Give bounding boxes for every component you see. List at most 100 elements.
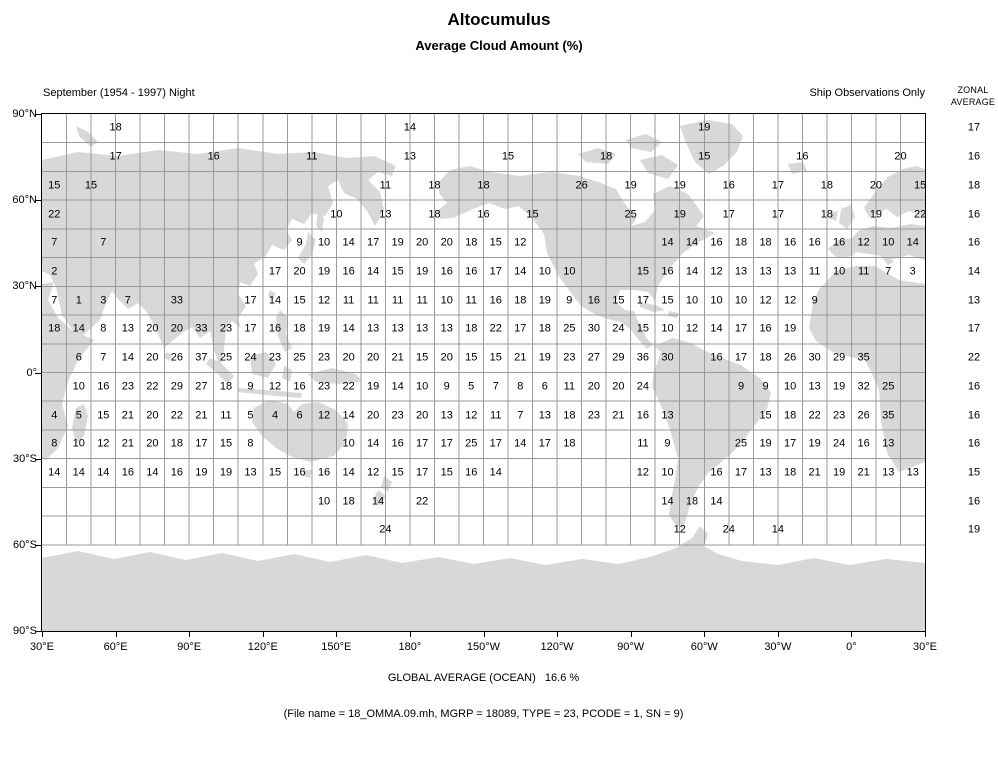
- grid-value: 10: [440, 294, 453, 307]
- zonal-average-value: 16: [967, 150, 981, 163]
- x-axis-tick: [557, 632, 559, 637]
- land-tasmania: [303, 470, 312, 478]
- grid-value: 16: [97, 380, 110, 393]
- grid-value: 15: [759, 409, 772, 422]
- grid-value: 23: [268, 351, 282, 364]
- grid-value: 16: [440, 265, 453, 278]
- grid-value: 13: [121, 322, 134, 335]
- grid-value: 14: [342, 236, 355, 249]
- grid-value: 15: [219, 437, 233, 450]
- grid-value: 11: [563, 380, 576, 393]
- grid-value: 18: [514, 294, 527, 307]
- grid-value: 16: [796, 150, 809, 163]
- y-axis-tick: [35, 458, 41, 460]
- grid-value: 5: [247, 409, 254, 422]
- grid-value: 12: [268, 380, 282, 393]
- x-axis-label: 90°E: [177, 641, 202, 653]
- grid-value: 29: [612, 351, 625, 364]
- grid-value: 16: [759, 322, 772, 335]
- grid-value: 15: [698, 150, 711, 163]
- grid-value: 15: [416, 351, 429, 364]
- grid-value: 18: [170, 437, 184, 450]
- grid-value: 13: [882, 466, 895, 479]
- grid-value: 26: [170, 351, 184, 364]
- grid-value: 15: [440, 466, 453, 479]
- grid-value: 12: [857, 236, 870, 249]
- y-axis-label: 30°S: [13, 452, 37, 465]
- grid-value: 14: [342, 322, 355, 335]
- land-baffin: [640, 155, 678, 179]
- grid-value: 19: [219, 466, 233, 479]
- grid-value: 15: [489, 351, 502, 364]
- grid-value: 14: [391, 380, 404, 393]
- grid-value: 20: [416, 409, 429, 422]
- grid-value: 7: [885, 265, 892, 278]
- grid-value: 30: [808, 351, 821, 364]
- zonal-header-line2: AVERAGE: [950, 97, 996, 107]
- grid-value: 6: [75, 351, 82, 364]
- grid-value: 17: [538, 437, 551, 450]
- grid-value: 16: [710, 351, 723, 364]
- grid-value: 25: [219, 351, 233, 364]
- grid-value: 23: [219, 322, 233, 335]
- grid-value: 16: [636, 409, 650, 422]
- grid-value: 17: [244, 294, 257, 307]
- grid-value: 9: [762, 380, 769, 393]
- grid-value: 21: [808, 466, 821, 479]
- grid-value: 20: [146, 437, 159, 450]
- grid-value: 10: [317, 495, 331, 508]
- grid-value: 17: [489, 265, 502, 278]
- land-australia: [252, 400, 348, 462]
- grid-value: 19: [869, 208, 883, 221]
- map-canvas: [42, 114, 925, 631]
- grid-value: 9: [737, 380, 745, 393]
- graticule: [42, 114, 925, 546]
- grid-value: 13: [661, 409, 674, 422]
- grid-value: 10: [563, 265, 576, 278]
- grid-value: 13: [906, 466, 919, 479]
- world-map: 18 14 19 17 16 11 13 15 18 15 16 20 15 15 11 18 18 26 19 19…: [41, 113, 927, 632]
- y-axis-label: 60°S: [13, 538, 37, 551]
- land-cuba: [640, 303, 665, 312]
- zonal-average-value: 17: [967, 121, 981, 134]
- grid-value: 11: [220, 409, 232, 422]
- grid-value: 17: [722, 208, 735, 221]
- land-new-zealand-north: [381, 476, 392, 492]
- grid-value: 23: [563, 351, 576, 364]
- grid-value: 12: [97, 437, 110, 450]
- grid-value: 12: [465, 409, 478, 422]
- grid-value: 14: [367, 437, 380, 450]
- grid-value: 22: [913, 208, 927, 221]
- grid-value: 19: [367, 380, 380, 393]
- grid-value: 22: [170, 409, 184, 422]
- grid-value: 14: [268, 294, 282, 307]
- grid-value: 19: [673, 179, 686, 192]
- grid-value: 14: [121, 351, 134, 364]
- grid-value: 5: [468, 380, 475, 393]
- grid-value: 23: [121, 380, 134, 393]
- grid-value: 11: [367, 294, 379, 307]
- grid-value: 22: [342, 380, 355, 393]
- x-axis-label: 150°W: [466, 641, 501, 653]
- grid-value: 18: [428, 208, 441, 221]
- x-axis-tick: [189, 632, 191, 637]
- grid-value: 20: [440, 351, 453, 364]
- grid-value: 13: [734, 265, 748, 278]
- grid-value: 13: [538, 409, 551, 422]
- grid-value: 17: [636, 294, 650, 307]
- grid-value: 12: [317, 409, 331, 422]
- grid-value: 14: [489, 466, 502, 479]
- grid-value: 33: [195, 322, 208, 335]
- grid-value: 21: [857, 466, 870, 479]
- grid-value: 4: [51, 409, 58, 422]
- grid-value: 17: [734, 322, 748, 335]
- grid-value: 19: [538, 294, 551, 307]
- grid-value: 18: [759, 236, 772, 249]
- grid-value: 18: [820, 179, 833, 192]
- grid-value: 16: [465, 466, 478, 479]
- land-sri-lanka: [164, 352, 172, 361]
- grid-value: 17: [771, 179, 784, 192]
- grid-value: 16: [587, 294, 600, 307]
- grid-value: 14: [371, 495, 385, 508]
- land-novaya-zemlya: [76, 126, 98, 147]
